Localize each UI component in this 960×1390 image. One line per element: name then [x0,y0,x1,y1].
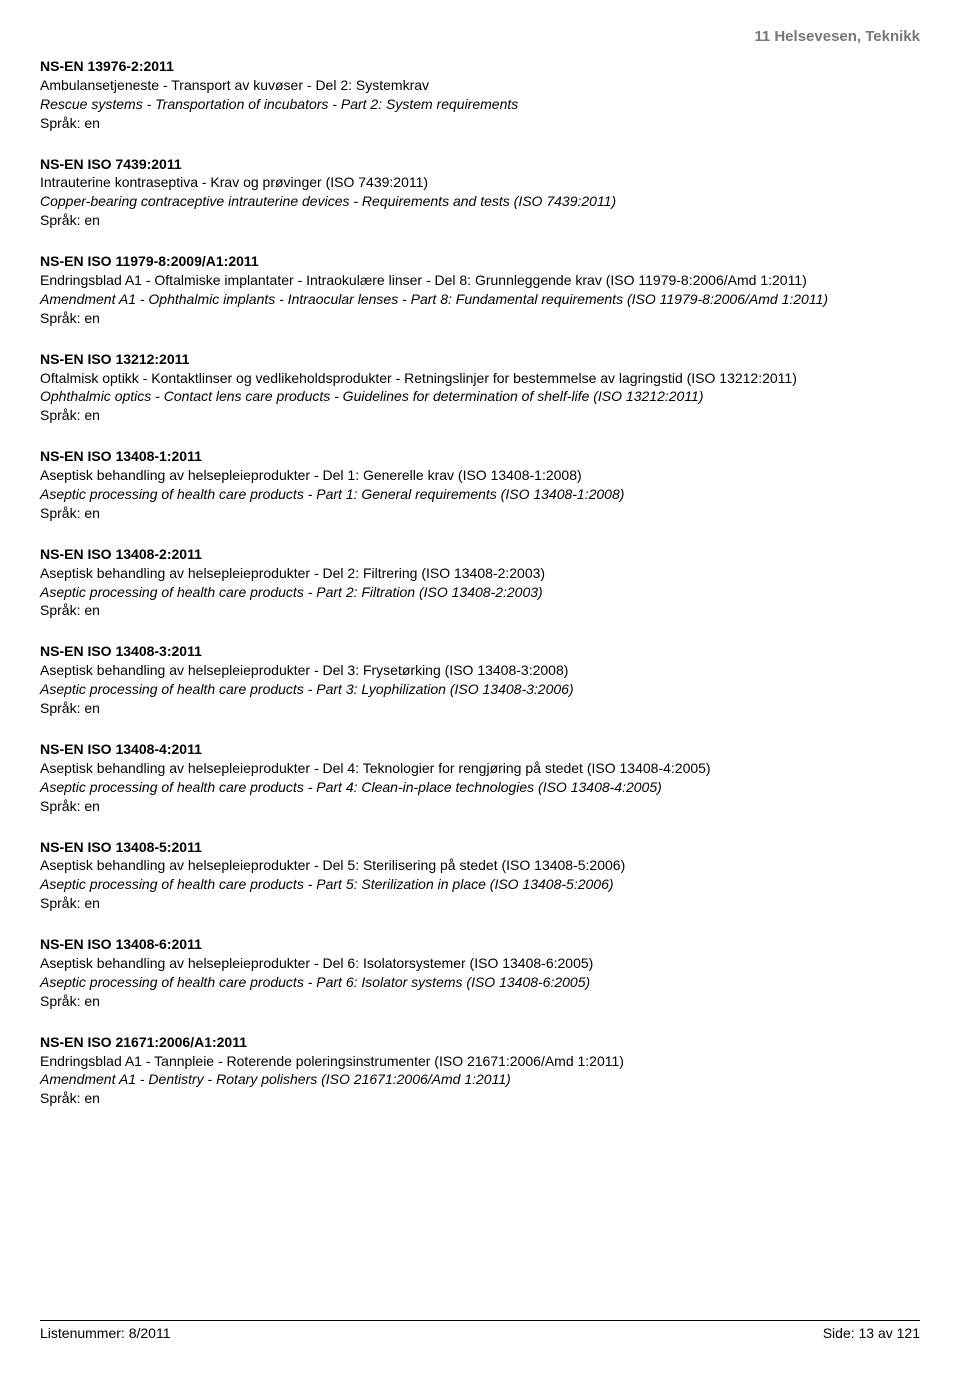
standard-entry: NS-EN ISO 13408-2:2011Aseptisk behandlin… [40,545,920,621]
standard-title-no: Aseptisk behandling av helsepleieprodukt… [40,466,920,485]
standard-entry: NS-EN ISO 21671:2006/A1:2011Endringsblad… [40,1033,920,1109]
standard-entry: NS-EN ISO 13212:2011Oftalmisk optikk - K… [40,350,920,426]
standard-title-no: Aseptisk behandling av helsepleieprodukt… [40,954,920,973]
standard-language: Språk: en [40,601,920,620]
standard-code: NS-EN ISO 7439:2011 [40,155,920,174]
standard-language: Språk: en [40,797,920,816]
standard-entry: NS-EN ISO 13408-1:2011Aseptisk behandlin… [40,447,920,523]
standard-language: Språk: en [40,699,920,718]
standard-entry: NS-EN ISO 11979-8:2009/A1:2011Endringsbl… [40,252,920,328]
standard-entry: NS-EN ISO 13408-6:2011Aseptisk behandlin… [40,935,920,1011]
standard-title-no: Aseptisk behandling av helsepleieprodukt… [40,661,920,680]
standard-code: NS-EN ISO 11979-8:2009/A1:2011 [40,252,920,271]
standard-title-en: Aseptic processing of health care produc… [40,680,920,699]
standard-code: NS-EN ISO 13408-4:2011 [40,740,920,759]
standard-code: NS-EN ISO 13408-3:2011 [40,642,920,661]
standard-title-en: Amendment A1 - Ophthalmic implants - Int… [40,290,920,309]
standard-language: Språk: en [40,504,920,523]
standard-title-en: Copper-bearing contraceptive intrauterin… [40,192,920,211]
standard-title-en: Ophthalmic optics - Contact lens care pr… [40,387,920,406]
footer-left: Listenummer: 8/2011 [40,1325,170,1341]
standard-title-no: Oftalmisk optikk - Kontaktlinser og vedl… [40,369,920,388]
entries-list: NS-EN 13976-2:2011Ambulansetjeneste - Tr… [40,57,920,1108]
standard-code: NS-EN ISO 21671:2006/A1:2011 [40,1033,920,1052]
standard-title-en: Aseptic processing of health care produc… [40,485,920,504]
page-footer: Listenummer: 8/2011 Side: 13 av 121 [40,1320,920,1341]
standard-title-en: Rescue systems - Transportation of incub… [40,95,920,114]
standard-title-no: Intrauterine kontraseptiva - Krav og prø… [40,173,920,192]
standard-language: Språk: en [40,211,920,230]
standard-title-no: Aseptisk behandling av helsepleieprodukt… [40,759,920,778]
standard-code: NS-EN ISO 13408-2:2011 [40,545,920,564]
standard-entry: NS-EN ISO 13408-3:2011Aseptisk behandlin… [40,642,920,718]
standard-title-no: Endringsblad A1 - Tannpleie - Roterende … [40,1052,920,1071]
standard-title-en: Aseptic processing of health care produc… [40,583,920,602]
standard-title-en: Aseptic processing of health care produc… [40,778,920,797]
standard-title-en: Aseptic processing of health care produc… [40,875,920,894]
standard-title-no: Endringsblad A1 - Oftalmiske implantater… [40,271,920,290]
standard-code: NS-EN ISO 13408-5:2011 [40,838,920,857]
footer-right: Side: 13 av 121 [823,1325,920,1341]
standard-code: NS-EN ISO 13408-1:2011 [40,447,920,466]
standard-language: Språk: en [40,894,920,913]
standard-entry: NS-EN ISO 13408-4:2011Aseptisk behandlin… [40,740,920,816]
standard-entry: NS-EN 13976-2:2011Ambulansetjeneste - Tr… [40,57,920,133]
standard-language: Språk: en [40,992,920,1011]
standard-code: NS-EN ISO 13212:2011 [40,350,920,369]
standard-title-en: Amendment A1 - Dentistry - Rotary polish… [40,1070,920,1089]
standard-entry: NS-EN ISO 7439:2011Intrauterine kontrase… [40,155,920,231]
standard-title-no: Aseptisk behandling av helsepleieprodukt… [40,564,920,583]
standard-language: Språk: en [40,309,920,328]
standard-title-en: Aseptic processing of health care produc… [40,973,920,992]
standard-title-no: Ambulansetjeneste - Transport av kuvøser… [40,76,920,95]
standard-language: Språk: en [40,1089,920,1108]
standard-language: Språk: en [40,406,920,425]
standard-title-no: Aseptisk behandling av helsepleieprodukt… [40,856,920,875]
standard-language: Språk: en [40,114,920,133]
standard-code: NS-EN 13976-2:2011 [40,57,920,76]
category-header: 11 Helsevesen, Teknikk [40,28,920,45]
page-content: 11 Helsevesen, Teknikk NS-EN 13976-2:201… [0,0,960,1320]
standard-code: NS-EN ISO 13408-6:2011 [40,935,920,954]
standard-entry: NS-EN ISO 13408-5:2011Aseptisk behandlin… [40,838,920,914]
